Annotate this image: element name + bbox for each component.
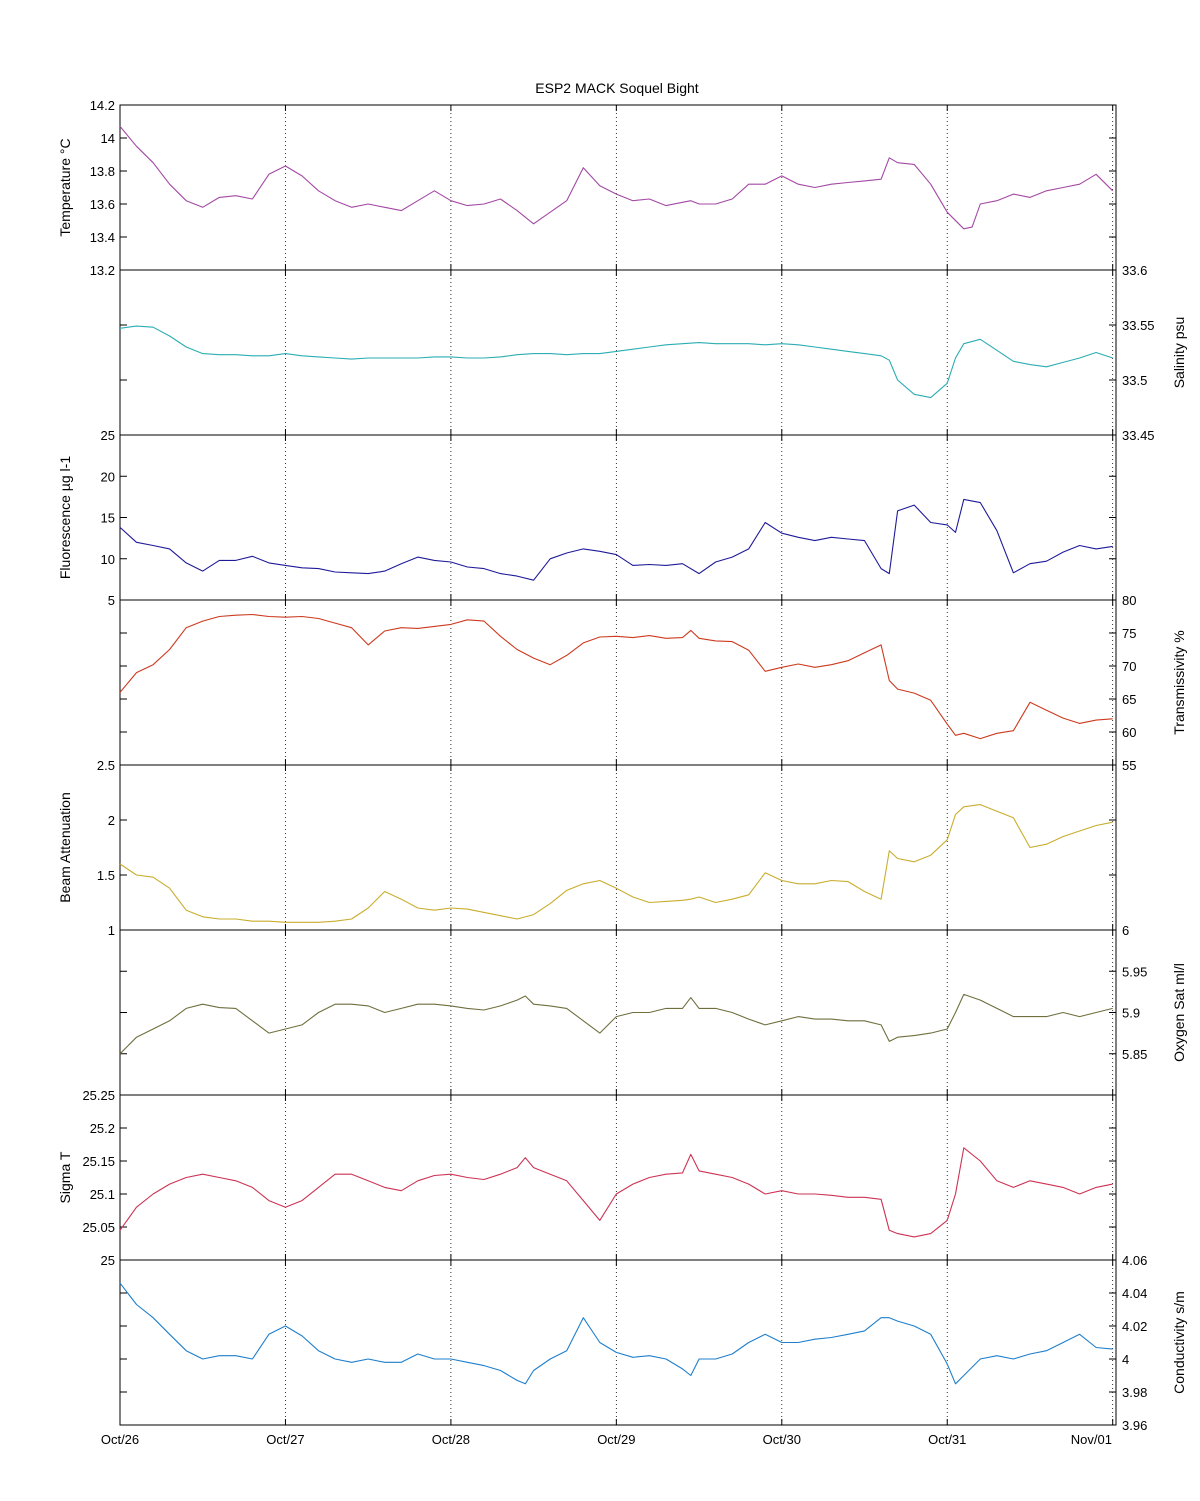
- y-tick-label: 25.25: [82, 1088, 115, 1103]
- panel-frame: [119, 1094, 1117, 1261]
- x-tick-label: Oct/31: [928, 1432, 966, 1447]
- x-tick-label: Oct/27: [266, 1432, 304, 1447]
- y-tick-label: 20: [101, 469, 115, 484]
- y-tick-label: 1.5: [97, 868, 115, 883]
- y-tick-label: 14: [101, 131, 115, 146]
- y-tick-label: 1: [108, 923, 115, 938]
- y-tick-label: 55: [1122, 758, 1136, 773]
- x-tick-labels: Oct/26 Oct/27 Oct/28 Oct/29 Oct/30 Oct/31 Nov/…: [101, 1432, 1112, 1447]
- y-tick-label: 75: [1122, 626, 1136, 641]
- y-tick-label: 60: [1122, 725, 1136, 740]
- y-tick-label: 5.95: [1122, 964, 1147, 979]
- y-tick-label: 33.6: [1122, 263, 1147, 278]
- y-tick-label: 13.4: [90, 230, 115, 245]
- series-line: [119, 1282, 1113, 1385]
- y-tick-label: 4.04: [1122, 1286, 1147, 1301]
- y-tick-label: 13.8: [90, 164, 115, 179]
- y-tick-label: 25.05: [82, 1220, 115, 1235]
- y-tick-label: 2: [108, 813, 115, 828]
- panel-frame: [119, 104, 1117, 271]
- panel-4: 55 60 65 70 75 80 Transmissivity %: [119, 593, 1187, 773]
- y-axis-label: Conductivity s/m: [1171, 1291, 1187, 1394]
- y-tick-label: 2.5: [97, 758, 115, 773]
- x-tick-label: Oct/28: [432, 1432, 470, 1447]
- y-tick-label: 33.55: [1122, 318, 1155, 333]
- y-tick-label: 25.1: [90, 1187, 115, 1202]
- panel-2: 33.45 33.5 33.55 33.6 Salinity psu: [119, 263, 1187, 443]
- panel-frame: [119, 1259, 1117, 1426]
- panel-6: 5.85 5.9 5.95 6 Oxygen Sat ml/l: [119, 923, 1187, 1096]
- panel-frame: [119, 764, 1117, 931]
- x-tick-label: Nov/01: [1071, 1432, 1112, 1447]
- y-axis-label: Beam Attenuation: [57, 792, 73, 903]
- y-tick-label: 4.06: [1122, 1253, 1147, 1268]
- x-tick-label: Oct/29: [597, 1432, 635, 1447]
- y-axis-label: Salinity psu: [1171, 317, 1187, 389]
- series-line: [119, 613, 1113, 740]
- y-axis-label: Sigma T: [57, 1151, 73, 1203]
- series-line: [119, 993, 1113, 1055]
- x-tick-label: Oct/26: [101, 1432, 139, 1447]
- panel-frame: [119, 269, 1117, 436]
- y-tick-label: 13.2: [90, 263, 115, 278]
- y-tick-label: 4: [1122, 1352, 1129, 1367]
- y-tick-label: 14.2: [90, 98, 115, 113]
- y-tick-label: 5.9: [1122, 1006, 1140, 1021]
- y-axis-label: Temperature °C: [57, 138, 73, 236]
- series-line: [119, 325, 1113, 399]
- y-tick-label: 33.5: [1122, 373, 1147, 388]
- y-axis-label: Fluorescence µg l-1: [57, 456, 73, 579]
- y-tick-label: 65: [1122, 692, 1136, 707]
- y-tick-label: 15: [101, 511, 115, 526]
- panel-5: 1 1.5 2 2.5 Beam Attenuation: [57, 758, 1117, 938]
- panel-frame: [119, 929, 1117, 1096]
- chart-title: ESP2 MACK Soquel Bight: [535, 80, 699, 96]
- series-line: [119, 1147, 1113, 1238]
- panel-3: 5 10 15 20 25 Fluorescence µg l-1: [57, 428, 1117, 608]
- y-tick-label: 13.6: [90, 197, 115, 212]
- y-axis-label: Transmissivity %: [1171, 630, 1187, 735]
- x-tick-label: Oct/30: [763, 1432, 801, 1447]
- panel-7: 25 25.05 25.1 25.15 25.2 25.25 Sigma T: [57, 1088, 1117, 1268]
- y-tick-label: 33.45: [1122, 428, 1155, 443]
- series-line: [119, 804, 1113, 923]
- y-tick-label: 25: [101, 428, 115, 443]
- y-tick-label: 25: [101, 1253, 115, 1268]
- y-tick-label: 25.2: [90, 1121, 115, 1136]
- y-tick-label: 3.98: [1122, 1385, 1147, 1400]
- series-line: [119, 498, 1113, 581]
- series-line: [119, 126, 1114, 230]
- y-tick-label: 80: [1122, 593, 1136, 608]
- panel-frame: [119, 599, 1117, 766]
- y-tick-label: 5.85: [1122, 1047, 1147, 1062]
- y-tick-label: 10: [101, 552, 115, 567]
- y-tick-label: 3.96: [1122, 1418, 1147, 1433]
- y-tick-label: 25.15: [82, 1154, 115, 1169]
- y-tick-label: 5: [108, 593, 115, 608]
- panel-8: 3.96 3.98 4 4.02 4.04 4.06 Conductivity s/m: [119, 1253, 1187, 1433]
- y-tick-label: 70: [1122, 659, 1136, 674]
- y-tick-label: 4.02: [1122, 1319, 1147, 1334]
- panel-frame: [119, 434, 1117, 601]
- y-axis-label: Oxygen Sat ml/l: [1171, 963, 1187, 1062]
- panel-1: 13.2 13.4 13.6 13.8 14 14.2 Temperature °C: [57, 98, 1117, 278]
- y-tick-label: 6: [1122, 923, 1129, 938]
